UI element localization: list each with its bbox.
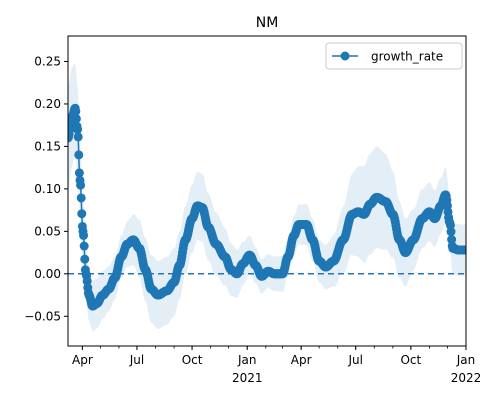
legend-box: [325, 42, 463, 70]
data-point: [71, 106, 81, 116]
data-point: [76, 193, 86, 203]
data-point: [73, 132, 83, 142]
y-tick-label: 0.10: [34, 182, 61, 196]
legend-circle-marker: [340, 51, 350, 61]
y-tick-label: 0.05: [34, 224, 61, 238]
data-point: [82, 276, 92, 286]
plot-area-frame: [67, 35, 467, 347]
data-point: [79, 230, 89, 240]
data-point: [76, 180, 86, 190]
x-tick-year-label: 2021: [232, 371, 263, 385]
x-tick-label: Apr: [72, 353, 93, 367]
x-tick-year-label: 2022: [451, 371, 482, 385]
y-tick-label: 0.25: [34, 54, 61, 68]
data-point: [461, 245, 466, 255]
x-tick-label: Oct: [400, 353, 421, 367]
chart-title: NM: [256, 15, 279, 31]
data-point: [74, 150, 84, 160]
y-axis: −0.05 0.00 0.05 0.10 0.15 0.20 0.25: [24, 54, 68, 323]
series-layer: [68, 103, 466, 311]
y-tick-label: −0.05: [24, 309, 61, 323]
x-tick-label: Jan: [456, 353, 476, 367]
confidence-band-layer: [68, 62, 466, 332]
data-point: [73, 124, 83, 134]
data-point: [77, 209, 87, 219]
data-point: [446, 227, 456, 237]
legend-label: growth_rate: [371, 50, 443, 64]
data-point: [74, 168, 84, 178]
legend: growth_rate: [325, 42, 463, 70]
x-tick-label: Jul: [347, 353, 362, 367]
y-tick-label: 0.15: [34, 139, 61, 153]
x-tick-label: Oct: [182, 353, 203, 367]
x-tick-label: Apr: [291, 353, 312, 367]
confidence-band: [68, 62, 466, 332]
data-point: [71, 114, 81, 124]
data-point: [80, 254, 90, 264]
y-tick-label: 0.00: [34, 267, 61, 281]
data-point: [79, 241, 89, 251]
x-tick-label: Jul: [129, 353, 144, 367]
x-tick-label: Jan: [237, 353, 257, 367]
y-tick-label: 0.20: [34, 97, 61, 111]
x-axis: Apr Jul Oct Jan 2021 Apr Jul Oct Jan 2022: [72, 346, 481, 385]
